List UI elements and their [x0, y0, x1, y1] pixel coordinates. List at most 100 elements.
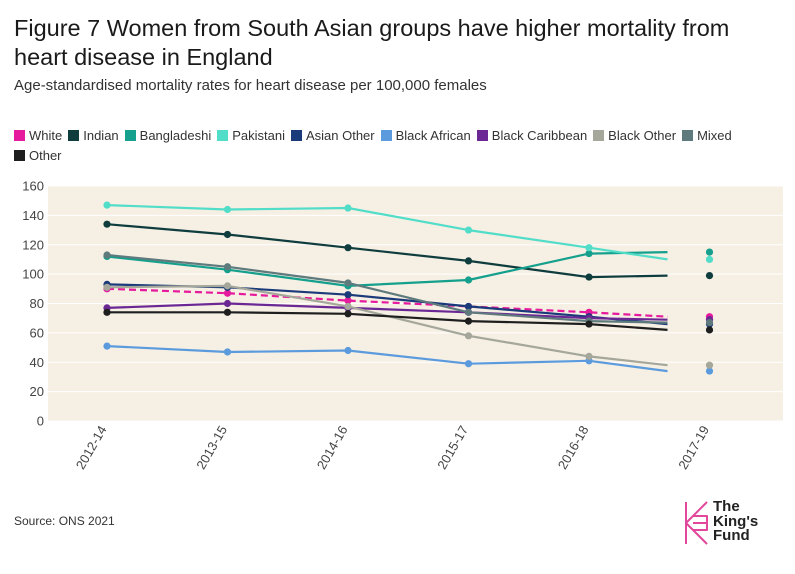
data-point-indian [344, 244, 352, 252]
data-point-indian [223, 230, 232, 239]
legend-label: Other [29, 148, 62, 163]
data-point-indian [705, 271, 714, 280]
series-line-other [107, 311, 668, 331]
data-point-other [344, 310, 352, 318]
data-point-black-other [223, 282, 232, 290]
data-point-pakistani [585, 244, 593, 252]
data-point-black-african [103, 342, 111, 350]
legend-label: Asian Other [305, 128, 375, 143]
y-tick-label: 140 [22, 208, 44, 223]
y-tick-label: 160 [22, 179, 44, 194]
legend-item-mixed: Mixed [682, 126, 732, 145]
legend-label: Black Caribbean [491, 128, 588, 143]
series-line-black-african [106, 345, 668, 373]
series-line-black-caribbean [106, 302, 668, 321]
legend-swatch [290, 130, 302, 141]
legend-item-black-caribbean: Black Caribbean [476, 126, 588, 145]
data-point-other [585, 320, 593, 328]
legend-item-black-other: Black Other [593, 126, 676, 145]
data-point-pakistani [223, 205, 232, 214]
legend-swatch [14, 150, 25, 161]
x-tick-label: 2015-17 [434, 423, 471, 470]
x-tick-label: 2013-15 [193, 423, 230, 470]
source-note: Source: ONS 2021 [14, 514, 115, 528]
legend-label: Black Other [608, 128, 677, 143]
legend-swatch [68, 130, 80, 141]
data-point-mixed [103, 251, 111, 259]
legend-item-indian: Indian [68, 126, 119, 145]
y-tick-label: 80 [30, 296, 44, 311]
data-point-black-african [705, 367, 714, 375]
data-point-pakistani [464, 226, 473, 234]
data-point-black-african [223, 348, 232, 356]
data-point-mixed [705, 318, 714, 327]
data-point-other [223, 308, 232, 316]
legend-label: White [29, 128, 63, 143]
data-point-indian [585, 273, 593, 281]
data-point-pakistani [103, 201, 111, 209]
legend-label: Pakistani [232, 128, 285, 143]
data-point-other [705, 326, 714, 334]
legend-item-black-african: Black African [380, 126, 471, 145]
chart-subtitle: Age-standardised mortality rates for hea… [14, 77, 487, 94]
data-point-bangladeshi [585, 249, 593, 258]
line-chart: 0 20 40 60 80 100 120 140 160 2012-14 2013-15 2014-… [22, 179, 783, 470]
data-point-pakistani [344, 204, 352, 212]
legend-label: Black African [395, 128, 471, 143]
data-point-black-other [464, 332, 473, 340]
data-point-indian [464, 257, 473, 265]
data-point-other [103, 308, 111, 316]
data-point-black-african [344, 346, 352, 355]
data-point-black-other [585, 352, 593, 360]
chart-legend: White Indian Bangladeshi Pakistani Asian Oth… [14, 126, 784, 166]
legend-label: Mixed [697, 128, 732, 143]
legend-swatch [380, 130, 392, 141]
x-tick-label: 2016-18 [555, 423, 592, 470]
data-point-mixed [344, 279, 352, 287]
y-tick-label: 60 [30, 325, 44, 340]
series-line-bangladeshi [106, 251, 668, 287]
series-line-black-other [106, 284, 668, 367]
chart-title: Figure 7 Women from South Asian groups h… [14, 15, 730, 70]
legend-swatch [217, 130, 229, 141]
legend-item-other: Other [14, 146, 62, 165]
data-point-other [464, 317, 473, 325]
legend-item-asian-other: Asian Other [290, 126, 375, 145]
legend-item-pakistani: Pakistani [217, 126, 285, 145]
series-line-pakistani [106, 204, 668, 261]
y-tick-label: 40 [30, 355, 44, 370]
y-tick-label: 0 [37, 414, 44, 429]
kings-fund-logo: The King's Fund [683, 497, 773, 547]
y-tick-label: 20 [30, 384, 44, 399]
data-point-asian-other [344, 291, 352, 299]
data-point-indian [103, 220, 111, 228]
x-tick-label: 2012-14 [73, 423, 110, 470]
series-line-mixed [106, 253, 668, 324]
logo-line-3: Fund [713, 527, 750, 544]
legend-item-bangladeshi: Bangladeshi [124, 126, 212, 145]
legend-label: Indian [83, 128, 119, 143]
logo-line-2: King's [713, 512, 759, 530]
data-point-white [344, 296, 352, 305]
x-tick-label: 2014-16 [314, 423, 351, 470]
data-point-bangladeshi [464, 276, 473, 284]
y-tick-label: 100 [22, 267, 44, 282]
legend-swatch [14, 130, 25, 141]
kings-fund-logo-text: The King's Fund [713, 498, 759, 544]
data-point-mixed [223, 263, 232, 271]
logo-line-1: The [713, 498, 740, 515]
legend-swatch [476, 130, 488, 141]
series-line-indian [106, 223, 668, 279]
data-point-white [223, 289, 232, 297]
data-point-asian-other [464, 302, 473, 311]
kings-fund-logo-mark-icon [685, 501, 708, 545]
data-point-mixed [464, 308, 473, 316]
legend-item-white: White [14, 126, 62, 145]
data-point-black-african [464, 360, 473, 368]
x-tick-label: 2017-19 [675, 423, 712, 470]
legend-label: Bangladeshi [139, 128, 212, 143]
y-tick-label: 120 [22, 237, 44, 252]
data-point-pakistani [705, 255, 714, 264]
legend-swatch [682, 130, 694, 141]
legend-swatch [124, 130, 136, 141]
